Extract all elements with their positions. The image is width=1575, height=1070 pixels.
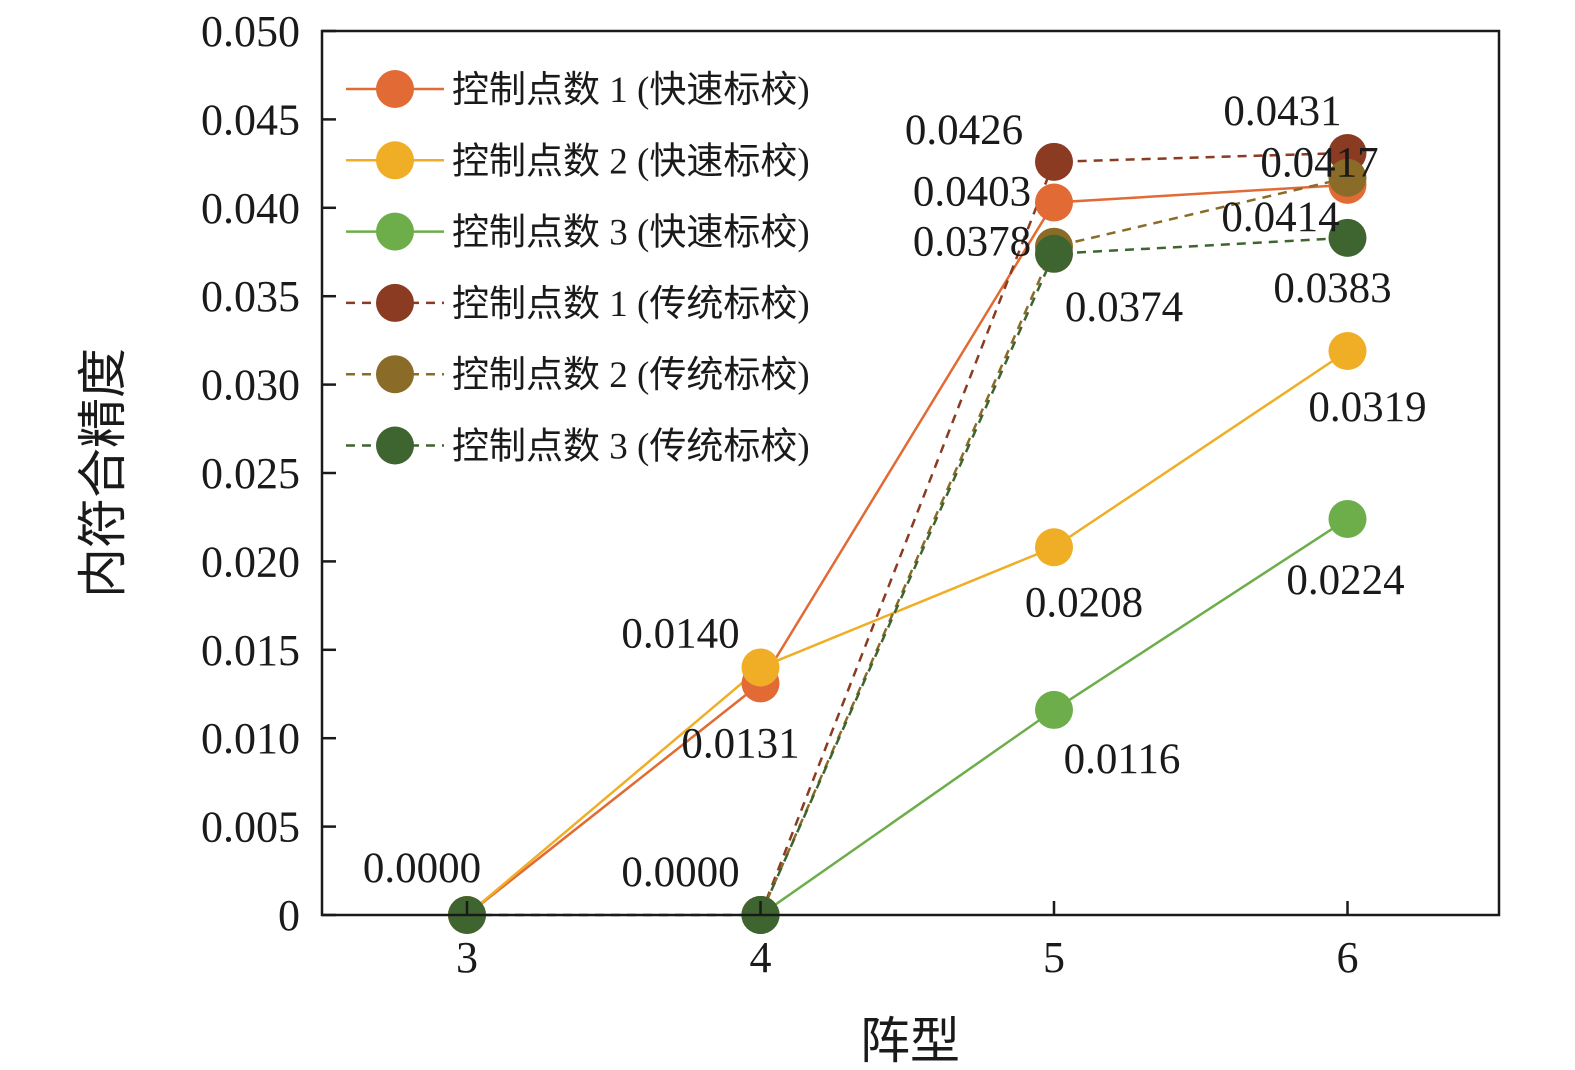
data-label: 0.0374 (1065, 284, 1183, 331)
legend-label: 控制点数 2 (快速标校) (452, 140, 810, 182)
legend-marker (376, 355, 414, 394)
data-point-series-2 (1328, 332, 1367, 371)
legend-marker (376, 70, 414, 108)
data-point-series-6 (1035, 234, 1073, 273)
legend-marker (376, 426, 414, 465)
data-label: 0.0383 (1273, 265, 1391, 312)
legend: 控制点数 1 (快速标校) 控制点数 2 (快速标校) 控制点数 3 (快速标校) 控… (346, 69, 810, 468)
series-line-1 (466, 183, 1348, 916)
y-tick-label: 0 (278, 891, 300, 940)
axis-layer: 0 0.005 0.010 0.015 0.020 0.025 0.030 0.035 0.04… (201, 7, 1359, 982)
data-label: 0.0208 (1025, 579, 1143, 626)
data-point-series-3 (1328, 499, 1367, 538)
y-tick-label: 0.010 (201, 714, 300, 763)
y-axis-title: 内符合精度 (75, 348, 131, 598)
data-point-series-5 (1328, 158, 1367, 197)
data-label-layer: 0.0000 0.00000.01400.01310.04260.04030.03… (363, 88, 1427, 896)
data-label: 0.0000 (621, 849, 739, 896)
data-label: 0.0131 (681, 720, 799, 767)
y-tick-label: 0.045 (201, 95, 300, 144)
data-point-series-4 (1035, 142, 1073, 181)
legend-label: 控制点数 1 (快速标校) (452, 69, 810, 111)
data-point-series-6 (1328, 218, 1367, 257)
data-label: 0.0140 (621, 610, 739, 657)
legend-marker (376, 283, 414, 322)
data-label: 0.0417 (1260, 140, 1378, 187)
y-tick-label: 0.035 (201, 272, 300, 321)
x-axis-title: 阵型 (860, 1013, 960, 1069)
data-point-series-2 (741, 648, 780, 687)
x-tick-label: 5 (1043, 933, 1065, 982)
data-label: 0.0414 (1221, 194, 1339, 241)
y-tick-label: 0.050 (201, 7, 300, 56)
data-label: 0.0426 (905, 107, 1023, 154)
y-tick-label: 0.020 (201, 537, 300, 586)
data-label: 0.0319 (1308, 384, 1426, 431)
legend-label: 控制点数 1 (传统标校) (452, 283, 810, 325)
x-tick-label: 3 (456, 933, 478, 982)
y-tick-label: 0.040 (201, 184, 300, 233)
legend-label: 控制点数 2 (传统标校) (452, 354, 810, 396)
data-label: 0.0000 (363, 845, 481, 892)
series-line-2 (466, 349, 1349, 916)
data-label: 0.0431 (1223, 88, 1341, 135)
y-tick-label: 0.005 (201, 803, 300, 852)
y-tick-label: 0.025 (201, 449, 300, 498)
series-layer (448, 133, 1367, 934)
x-tick-label: 6 (1337, 933, 1359, 982)
data-label: 0.0224 (1286, 557, 1404, 604)
y-tick-label: 0.015 (201, 626, 300, 675)
x-tick-label: 4 (750, 933, 772, 982)
data-point-series-2 (1035, 528, 1073, 567)
data-label: 0.0403 (913, 168, 1031, 215)
y-tick-label: 0.030 (201, 361, 300, 410)
legend-label: 控制点数 3 (快速标校) (452, 212, 810, 254)
legend-marker (376, 141, 414, 180)
data-point-series-1 (1035, 183, 1073, 222)
legend-label: 控制点数 3 (传统标校) (452, 426, 810, 468)
legend-marker (376, 212, 414, 251)
data-point-series-3 (1035, 690, 1073, 729)
data-label: 0.0378 (913, 219, 1031, 266)
data-label: 0.0116 (1064, 736, 1181, 783)
